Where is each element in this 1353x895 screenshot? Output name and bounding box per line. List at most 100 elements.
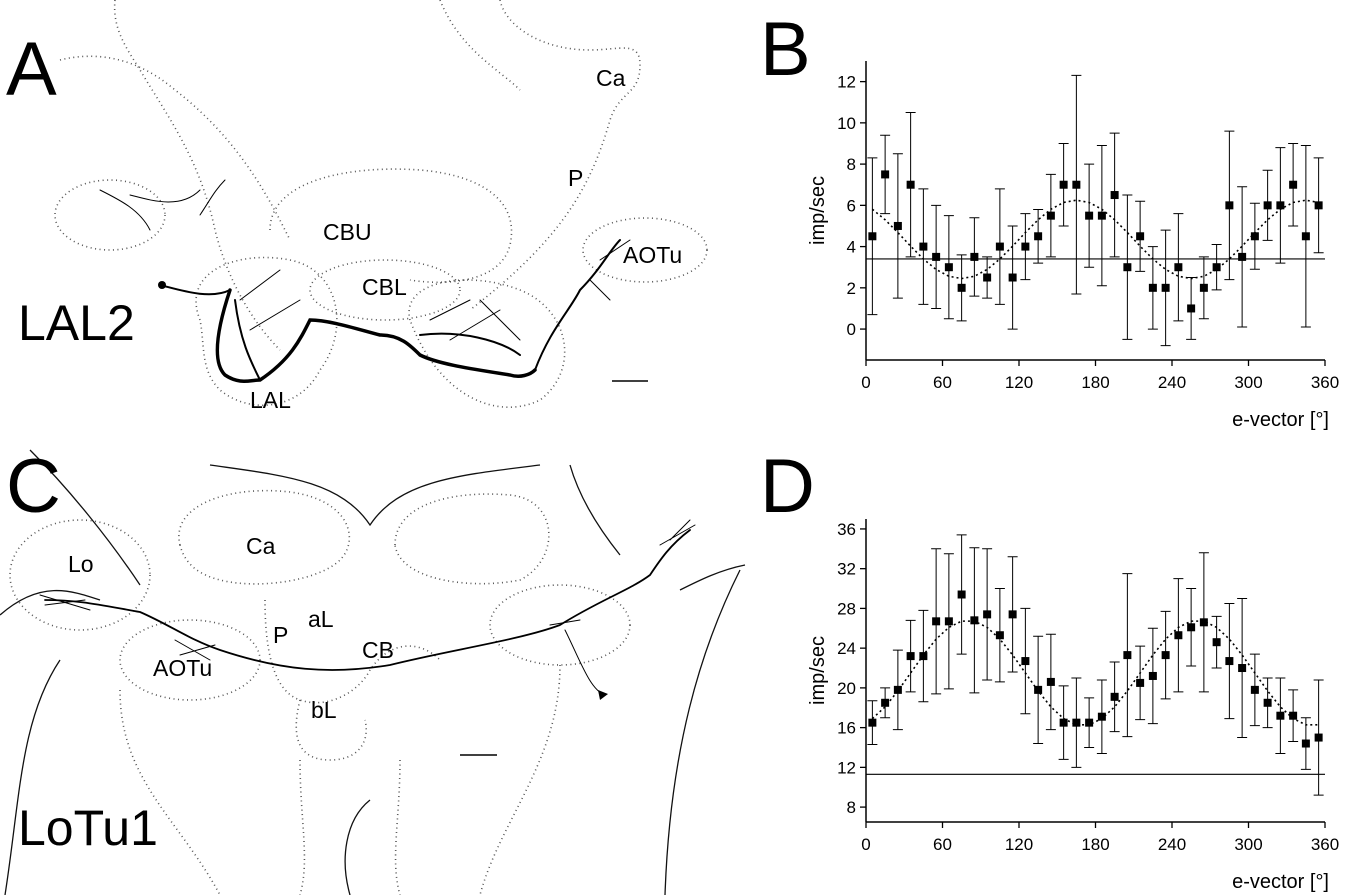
data-point [1085,211,1094,220]
data-point [893,685,902,694]
data-point [932,252,941,261]
data-point [1136,678,1145,687]
y-tick-label: 16 [837,719,856,738]
data-point [944,617,953,626]
y-tick-label: 0 [847,320,856,339]
x-tick-label: 120 [1005,835,1033,854]
x-tick-label: 0 [861,835,870,854]
x-tick-label: 180 [1081,373,1109,392]
y-axis-label: imp/sec [807,176,829,245]
data-point [1250,685,1259,694]
region-label: aL [308,606,334,632]
data-point [1212,263,1221,272]
data-point [970,616,979,625]
data-point [1008,273,1017,282]
data-point [1289,180,1298,189]
x-axis-label: e-vector [°] [1232,409,1329,431]
data-point [868,232,877,241]
data-point [881,170,890,179]
data-point [1161,651,1170,660]
panel-a-drawing: A LAL2 Ca P CBU AOTu CBL LAL [6,0,708,413]
data-point [1174,631,1183,640]
panel-letter: A [6,27,57,112]
data-point [1174,263,1183,272]
data-point [1263,201,1272,210]
panel-c-drawing: C LoTu1 Lo Ca P aL CB AOTu bL [0,444,746,895]
region-label: bL [311,697,337,723]
region-label: AOTu [623,242,682,268]
y-tick-label: 36 [837,520,856,539]
data-point [1289,711,1298,720]
data-point [1072,180,1081,189]
neuron-name: LAL2 [18,295,135,351]
data-point [1136,232,1145,241]
data-point [1238,664,1247,673]
x-axis-label: e-vector [°] [1232,871,1329,893]
data-point [944,263,953,272]
x-tick-label: 300 [1234,835,1262,854]
data-point [1263,698,1272,707]
panel-letter: C [6,444,61,529]
data-point [1034,685,1043,694]
data-point [1187,623,1196,632]
data-point [1059,718,1068,727]
x-tick-label: 300 [1234,373,1262,392]
region-label: CBL [362,274,407,300]
y-tick-label: 8 [847,155,856,174]
y-tick-label: 6 [847,196,856,215]
data-point [957,283,966,292]
data-point [1008,610,1017,619]
data-point [1110,692,1119,701]
data-point [932,617,941,626]
data-point [919,242,928,251]
data-point [1199,618,1208,627]
data-point [1301,739,1310,748]
data-point [1046,677,1055,686]
data-point [1034,232,1043,241]
x-tick-label: 240 [1158,835,1186,854]
y-tick-label: 24 [837,639,856,658]
data-point [1059,180,1068,189]
region-label: CB [362,637,394,663]
panel-letter: D [760,444,815,529]
data-point [1225,657,1234,666]
data-point [983,610,992,619]
data-point [1148,671,1157,680]
data-point [1097,211,1106,220]
y-axis-label: imp/sec [807,636,829,705]
x-tick-label: 360 [1311,373,1339,392]
data-point [893,221,902,230]
region-label: LAL [250,387,291,413]
region-label: Ca [596,65,626,91]
data-point [881,698,890,707]
data-point [1187,304,1196,313]
data-point [1276,201,1285,210]
data-point [983,273,992,282]
data-point [1238,252,1247,261]
soma [158,281,166,289]
y-tick-label: 4 [847,238,856,257]
data-point [1148,283,1157,292]
x-tick-label: 120 [1005,373,1033,392]
y-tick-label: 2 [847,279,856,298]
panel-letter: B [760,7,811,92]
data-point [995,242,1004,251]
data-point [1110,191,1119,200]
data-point [1225,201,1234,210]
data-point [1123,263,1132,272]
region-label: AOTu [153,655,212,681]
data-point [1097,712,1106,721]
data-point [868,718,877,727]
region-label: P [568,165,583,191]
data-point [1212,638,1221,647]
x-tick-label: 60 [933,373,952,392]
region-label: Ca [246,533,276,559]
y-tick-label: 32 [837,560,856,579]
region-label: Lo [68,551,94,577]
x-tick-label: 60 [933,835,952,854]
data-point [995,631,1004,640]
data-point [1046,211,1055,220]
x-tick-label: 180 [1081,835,1109,854]
x-tick-label: 0 [861,373,870,392]
